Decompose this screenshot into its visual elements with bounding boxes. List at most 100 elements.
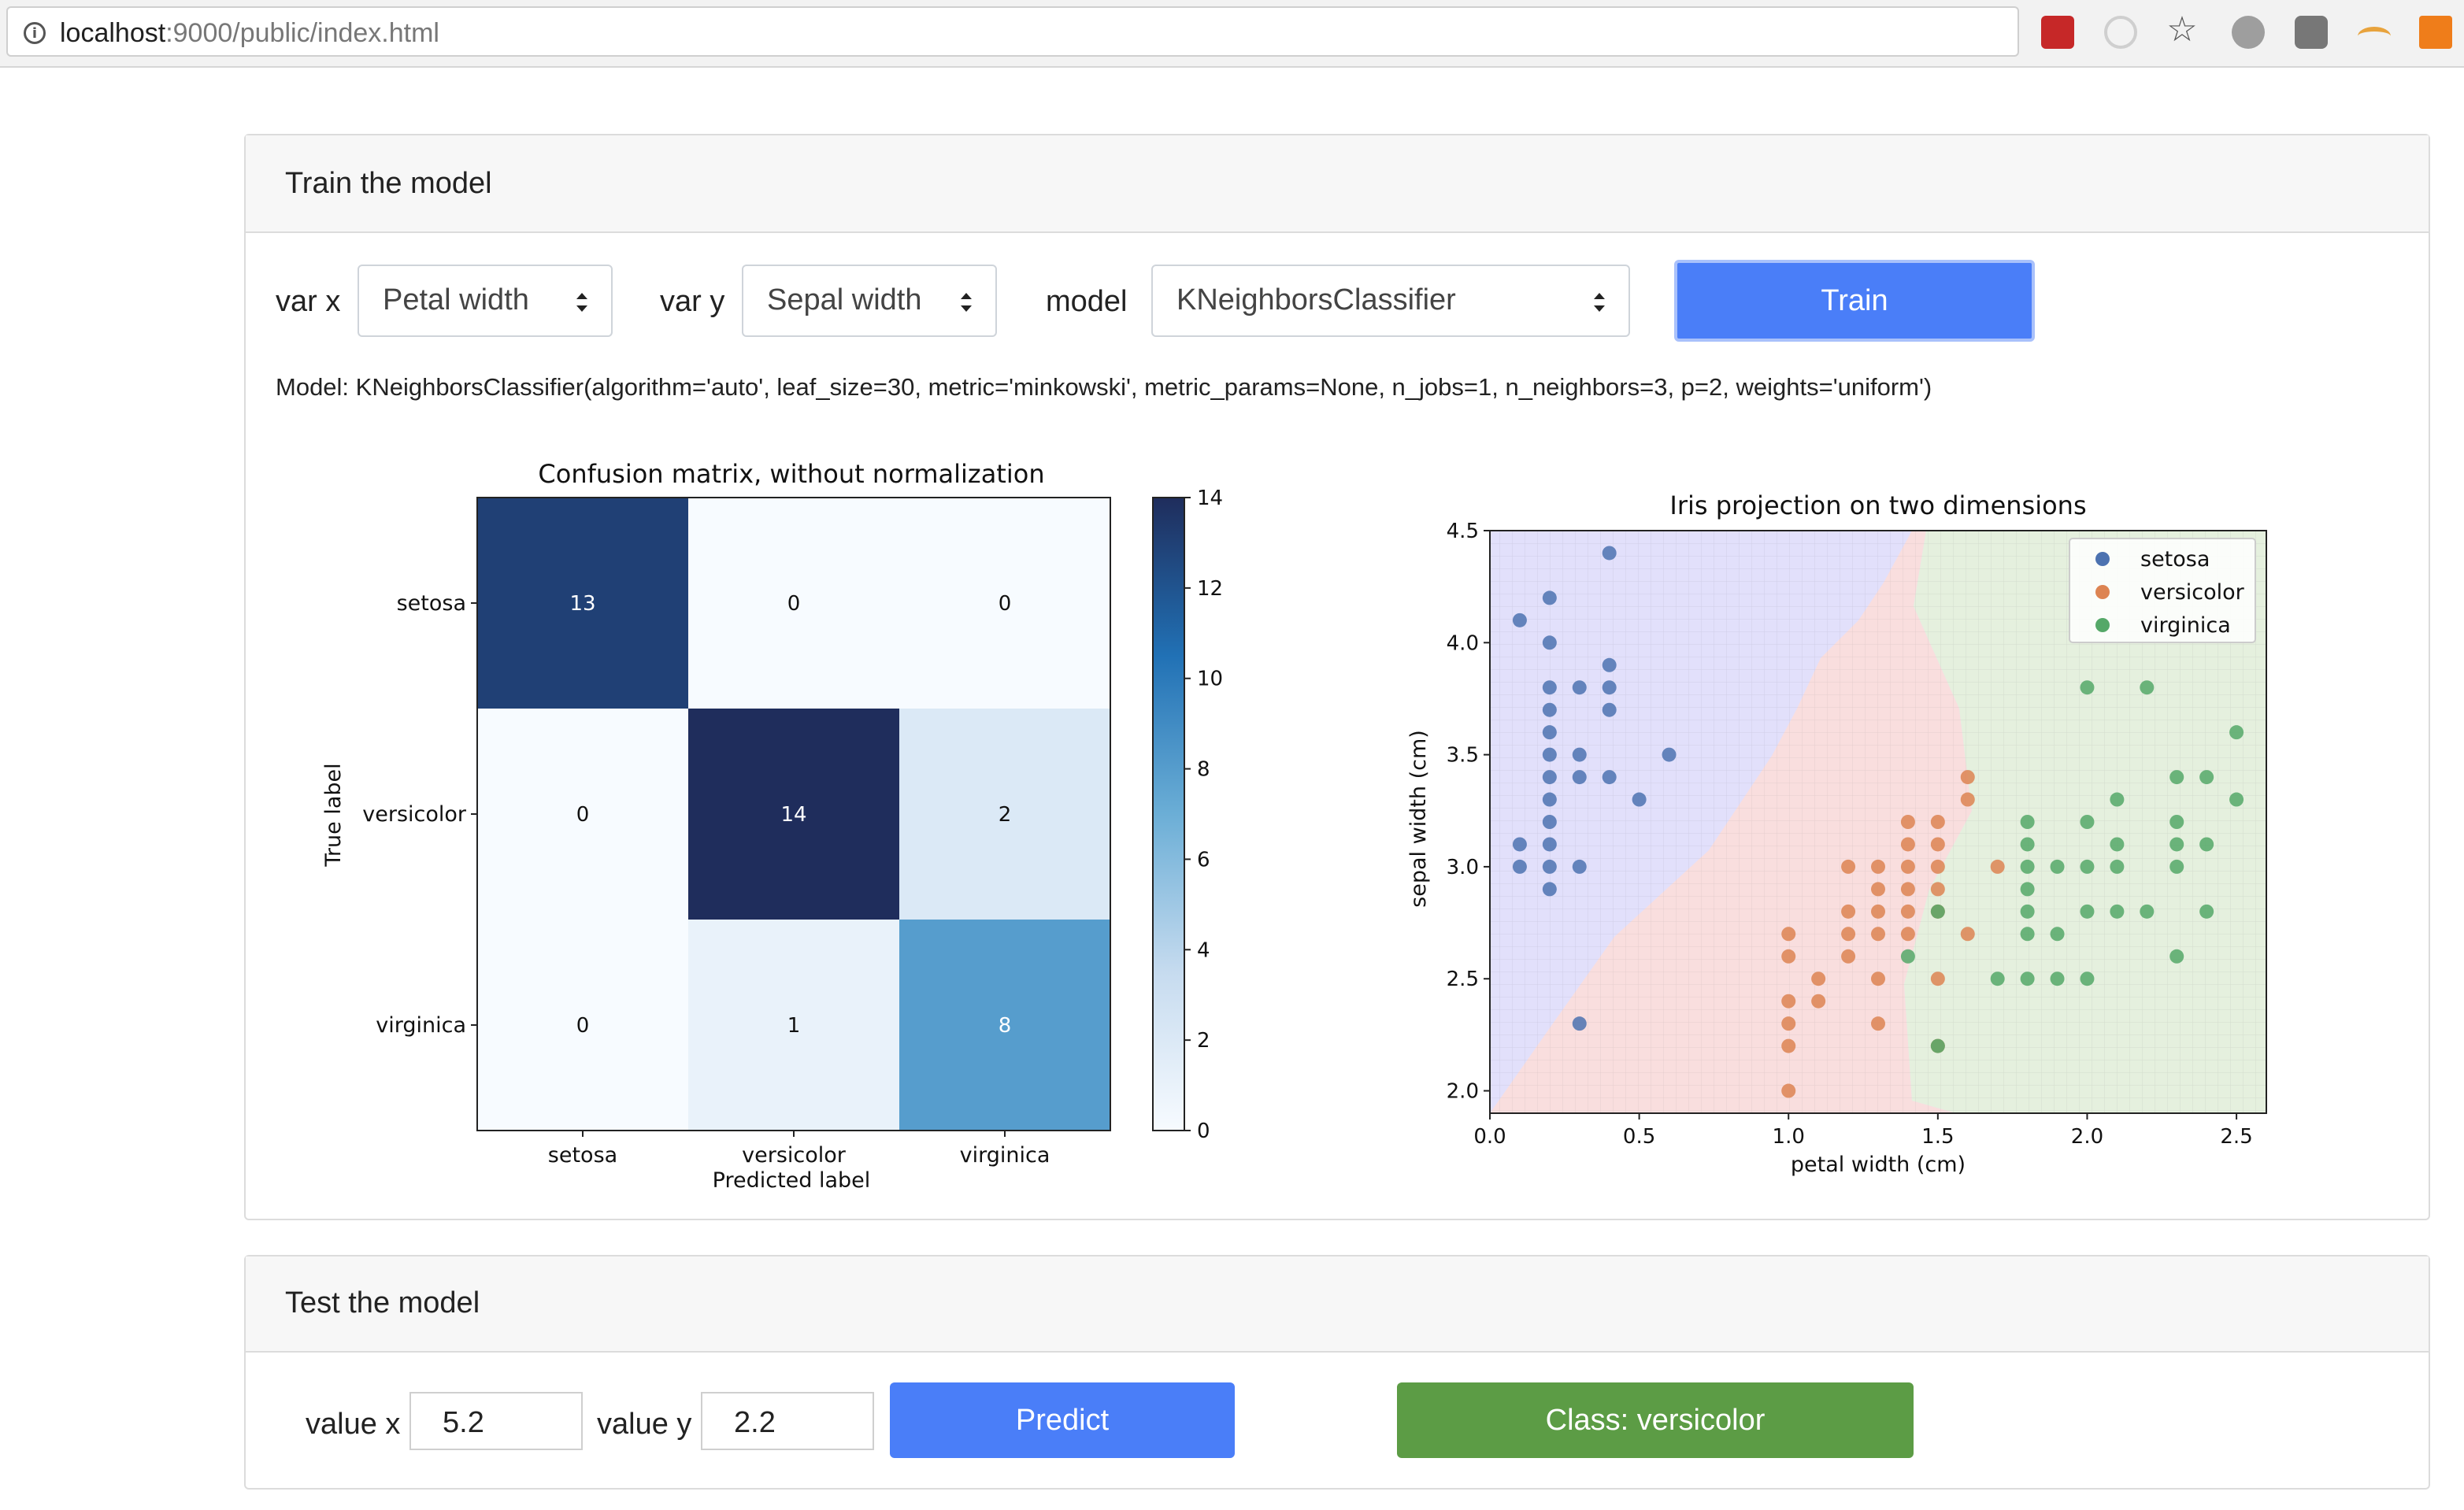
data-point-versicolor: [1900, 859, 1915, 874]
bookmark-star-icon[interactable]: ☆: [2166, 10, 2198, 49]
data-point-versicolor: [1781, 927, 1796, 942]
data-point-virginica: [2050, 927, 2065, 942]
data-point-setosa: [1512, 837, 1527, 852]
var-x-select[interactable]: Petal width: [358, 265, 613, 337]
x-axis-label: Predicted label: [713, 1168, 871, 1193]
prediction-result: Class: versicolor: [1397, 1382, 1914, 1458]
cell-value-label: 1: [787, 1014, 801, 1038]
data-point-virginica: [2080, 972, 2095, 986]
data-point-versicolor: [1930, 815, 1945, 829]
data-point-virginica: [2020, 837, 2035, 852]
confusion-matrix-chart: Confusion matrix, without normalization …: [321, 459, 1223, 1193]
matrix-cell: [477, 498, 688, 709]
train-button[interactable]: Train: [1674, 260, 2035, 342]
cell-value-label: 14: [780, 803, 806, 827]
data-point-setosa: [1602, 680, 1617, 695]
x-tick-label: 0.5: [1623, 1125, 1655, 1149]
data-point-versicolor: [1871, 904, 1885, 919]
legend-box: [2069, 538, 2256, 643]
data-point-virginica: [1930, 1038, 1945, 1053]
var-y-select[interactable]: Sepal width: [742, 265, 997, 337]
model-value: KNeighborsClassifier: [1176, 283, 1456, 316]
data-point-setosa: [1572, 770, 1587, 785]
data-point-versicolor: [1930, 859, 1945, 874]
colorbar-tick-label: 10: [1197, 668, 1223, 691]
data-point-setosa: [1542, 725, 1557, 740]
extension-icon[interactable]: [2104, 16, 2137, 49]
predict-button[interactable]: Predict: [890, 1382, 1235, 1458]
model-label: model: [1046, 285, 1128, 318]
extension-icon[interactable]: [2041, 16, 2074, 49]
data-point-setosa: [1542, 882, 1557, 897]
test-card: Test the model: [244, 1255, 2430, 1490]
colorbar-tick-label: 14: [1197, 487, 1223, 510]
data-point-versicolor: [1900, 815, 1915, 829]
data-point-setosa: [1572, 859, 1587, 874]
x-tick-label: setosa: [548, 1143, 617, 1168]
data-point-virginica: [2199, 904, 2214, 919]
data-point-virginica: [2140, 680, 2155, 695]
data-point-setosa: [1542, 680, 1557, 695]
data-point-setosa: [1662, 747, 1677, 762]
data-point-setosa: [1542, 702, 1557, 717]
iris-scatter-chart: Iris projection on two dimensions 0.0 0.5…: [1406, 490, 2267, 1177]
matrix-cell: [477, 709, 688, 920]
x-tick-label: 1.0: [1773, 1125, 1805, 1149]
data-point-versicolor: [1781, 1038, 1796, 1053]
extension-icon[interactable]: [2419, 16, 2452, 49]
data-point-virginica: [2199, 837, 2214, 852]
cell-value-label: 0: [999, 592, 1012, 616]
matrix-cell: [899, 709, 1110, 920]
url-text: localhost:9000/public/index.html: [60, 18, 439, 48]
data-point-virginica: [2020, 882, 2035, 897]
test-card-title: Test the model: [285, 1286, 480, 1319]
extension-icon[interactable]: [2358, 27, 2391, 46]
data-point-versicolor: [1871, 1016, 1885, 1031]
info-icon[interactable]: i: [24, 22, 46, 44]
address-bar[interactable]: i localhost:9000/public/index.html: [6, 6, 2019, 57]
chart-title: Confusion matrix, without normalization: [538, 459, 1044, 489]
legend-label-virginica: virginica: [2140, 613, 2231, 638]
x-tick-label: 2.5: [2220, 1125, 2252, 1149]
data-point-versicolor: [1841, 927, 1856, 942]
data-point-virginica: [2169, 770, 2184, 785]
data-point-versicolor: [1900, 882, 1915, 897]
y-tick-label: 3.0: [1447, 856, 1479, 879]
data-point-virginica: [2110, 792, 2125, 807]
select-arrows-icon: [961, 293, 972, 312]
model-description: Model: KNeighborsClassifier(algorithm='a…: [276, 373, 1932, 401]
extension-icon[interactable]: [2295, 16, 2328, 49]
y-tick-label: setosa: [397, 591, 466, 616]
y-tick-label: versicolor: [362, 802, 467, 827]
value-y-input[interactable]: 2.2: [701, 1392, 874, 1450]
data-point-virginica: [2080, 859, 2095, 874]
matrix-cell: [688, 498, 899, 709]
value-y-label: value y: [597, 1408, 692, 1441]
var-y-value: Sepal width: [767, 283, 922, 316]
data-point-virginica: [2020, 859, 2035, 874]
cell-value-label: 8: [999, 1014, 1012, 1038]
matrix-cell: [899, 920, 1110, 1131]
value-x-text: 5.2: [443, 1406, 484, 1439]
colorbar-tick-label: 2: [1197, 1029, 1210, 1053]
y-tick-label: virginica: [376, 1013, 466, 1038]
data-point-versicolor: [1781, 1016, 1796, 1031]
train-card-title: Train the model: [285, 167, 492, 200]
value-x-input[interactable]: 5.2: [409, 1392, 583, 1450]
data-point-virginica: [2110, 904, 2125, 919]
data-point-versicolor: [1960, 792, 1975, 807]
data-point-versicolor: [1930, 972, 1945, 986]
data-point-virginica: [2080, 815, 2095, 829]
data-point-setosa: [1602, 770, 1617, 785]
data-point-versicolor: [1871, 972, 1885, 986]
plot-frame: [1489, 530, 2267, 1114]
data-point-versicolor: [1841, 949, 1856, 964]
data-point-virginica: [1990, 972, 2005, 986]
data-point-virginica: [2050, 972, 2065, 986]
data-point-setosa: [1542, 635, 1557, 650]
colorbar-tick-label: 4: [1197, 938, 1210, 962]
angular-icon[interactable]: [2232, 16, 2265, 49]
colorbar-tick-label: 8: [1197, 758, 1210, 782]
model-select[interactable]: KNeighborsClassifier: [1151, 265, 1630, 337]
data-point-versicolor: [1781, 949, 1796, 964]
